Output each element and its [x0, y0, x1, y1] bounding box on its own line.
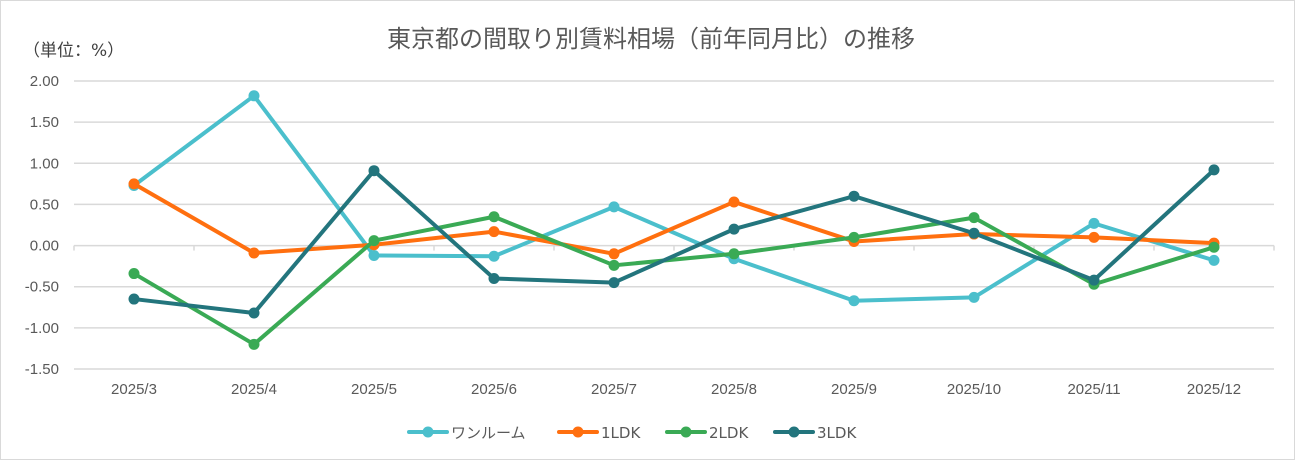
data-point: [728, 248, 740, 260]
chart-title: 東京都の間取り別賃料相場（前年同月比）の推移: [387, 25, 915, 53]
data-point: [368, 235, 380, 247]
series-group: [128, 90, 1220, 350]
data-point: [1088, 274, 1100, 286]
y-tick-label: -0.50: [25, 279, 59, 296]
y-tick-label: 2.00: [30, 73, 59, 90]
data-point: [1088, 231, 1100, 243]
legend: ワンルーム 1LDK 2LDK 3LDK: [407, 424, 857, 442]
x-tick-label: 2025/8: [711, 381, 757, 398]
data-point: [488, 211, 500, 223]
x-tick-label: 2025/3: [111, 381, 157, 398]
data-point: [1208, 254, 1220, 266]
series-3LDK: [128, 164, 1220, 319]
data-point: [488, 226, 500, 238]
legend-swatch-marker: [788, 426, 800, 438]
data-point: [608, 259, 620, 271]
data-point: [968, 291, 980, 303]
data-point: [488, 250, 500, 262]
x-tick-label: 2025/7: [591, 381, 637, 398]
data-point: [1208, 164, 1220, 176]
y-tick-label: -1.00: [25, 320, 59, 337]
data-point: [608, 201, 620, 213]
data-point: [128, 178, 140, 190]
data-point: [248, 338, 260, 350]
series-2LDK: [128, 211, 1220, 350]
y-tick-label: 1.50: [30, 114, 59, 131]
data-point: [608, 277, 620, 289]
x-axis: 2025/3 2025/4 2025/5 2025/6 2025/7 2025/8 2025…: [73, 245, 1275, 398]
legend-item: ワンルーム: [407, 424, 526, 442]
data-point: [1088, 217, 1100, 229]
series-line: [132, 181, 1216, 256]
x-tick-label: 2025/4: [231, 381, 277, 398]
legend-label: ワンルーム: [451, 424, 526, 442]
legend-item: 1LDK: [557, 424, 641, 442]
legend-item: 2LDK: [665, 424, 749, 442]
unit-label: （単位：%）: [23, 41, 124, 61]
data-point: [368, 165, 380, 177]
x-tick-label: 2025/6: [471, 381, 517, 398]
data-point: [248, 90, 260, 102]
series-line: [132, 167, 1216, 316]
y-tick-label: -1.50: [25, 361, 59, 378]
data-point: [248, 307, 260, 319]
x-tick-label: 2025/12: [1187, 381, 1241, 398]
legend-swatch-marker: [422, 426, 434, 438]
data-point: [368, 249, 380, 261]
data-point: [1208, 241, 1220, 253]
data-point: [248, 247, 260, 259]
data-point: [608, 248, 620, 260]
series-line: [132, 214, 1216, 347]
y-tick-label: 1.00: [30, 155, 59, 172]
data-point: [848, 295, 860, 307]
data-point: [128, 268, 140, 280]
y-axis: 2.00 1.50 1.00 0.50 0.00 -0.50 -1.00 -1.50: [25, 73, 59, 378]
y-tick-label: 0.00: [30, 238, 59, 255]
data-point: [848, 231, 860, 243]
x-tick-label: 2025/10: [947, 381, 1001, 398]
x-tick-label: 2025/5: [351, 381, 397, 398]
legend-label: 2LDK: [709, 424, 749, 442]
x-tick-label: 2025/11: [1067, 381, 1120, 398]
data-point: [968, 212, 980, 224]
legend-label: 1LDK: [601, 424, 641, 442]
y-tick-label: 0.50: [30, 196, 59, 213]
data-point: [128, 293, 140, 305]
data-point: [968, 227, 980, 239]
x-tick-label: 2025/9: [831, 381, 877, 398]
data-point: [728, 223, 740, 235]
legend-item: 3LDK: [773, 424, 857, 442]
legend-swatch-marker: [572, 426, 584, 438]
legend-label: 3LDK: [817, 424, 857, 442]
data-point: [728, 196, 740, 208]
series-line: [132, 93, 1216, 303]
legend-swatch-marker: [680, 426, 692, 438]
data-point: [488, 272, 500, 284]
data-point: [848, 190, 860, 202]
